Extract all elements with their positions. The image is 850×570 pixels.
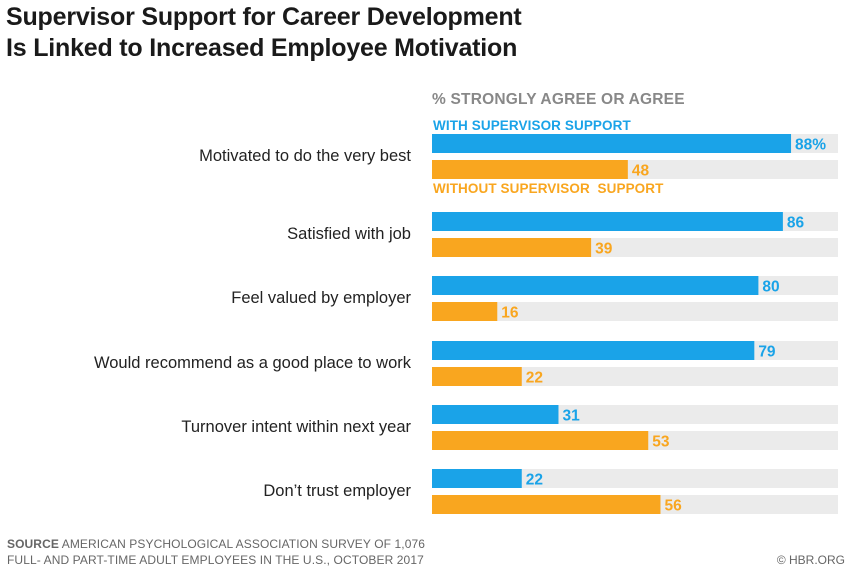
value-label-without: 39	[595, 241, 613, 258]
value-label-with: 86	[787, 215, 805, 232]
bar-without-support	[432, 495, 661, 514]
bar-track	[432, 469, 838, 488]
value-label-with: 80	[762, 279, 779, 296]
series-label-without-support: WITHOUT SUPERVISOR SUPPORT	[433, 181, 664, 196]
value-label-with: 31	[562, 408, 580, 425]
bar-without-support	[432, 238, 592, 257]
category-label: Would recommend as a good place to work	[94, 354, 412, 372]
bar-without-support	[432, 431, 649, 450]
chart-title: Supervisor Support for Career Developmen…	[6, 2, 522, 64]
bar-with-support	[432, 134, 792, 153]
bar-with-support	[432, 212, 783, 231]
chart-title-line-1: Supervisor Support for Career Developmen…	[6, 3, 522, 31]
category-label: Satisfied with job	[287, 225, 411, 243]
category-label: Don’t trust employer	[263, 482, 411, 500]
bar-track	[432, 302, 838, 321]
credit-hbr: © HBR.ORG	[776, 553, 845, 567]
chart-subtitle: % STRONGLY AGREE OR AGREE	[432, 91, 685, 108]
source-line-2: FULL- AND PART-TIME ADULT EMPLOYEES IN T…	[7, 553, 424, 567]
category-label: Motivated to do the very best	[199, 147, 411, 165]
bar-with-support	[432, 341, 755, 360]
source-note: SOURCE AMERICAN PSYCHOLOGICAL ASSOCIATIO…	[7, 536, 425, 568]
bar-with-support	[432, 469, 522, 488]
value-label-with: 22	[526, 472, 543, 489]
series-label-with-support: WITH SUPERVISOR SUPPORT	[433, 118, 631, 133]
source-key: SOURCE	[7, 537, 59, 551]
bar-chart: % STRONGLY AGREE OR AGREE Motivated to do…	[94, 91, 838, 515]
bar-without-support	[432, 367, 522, 386]
bar-with-support	[432, 405, 559, 424]
value-label-without: 56	[664, 498, 682, 515]
value-label-without: 16	[501, 305, 519, 322]
bar-without-support	[432, 302, 498, 321]
bar-track	[432, 367, 838, 386]
value-label-without: 48	[632, 163, 650, 180]
bar-with-support	[432, 276, 759, 295]
value-label-without: 53	[652, 434, 670, 451]
value-label-without: 22	[526, 370, 543, 387]
category-label: Turnover intent within next year	[181, 418, 411, 436]
chart-title-line-2: Is Linked to Increased Employee Motivati…	[6, 34, 518, 62]
bar-without-support	[432, 160, 628, 179]
category-label: Feel valued by employer	[231, 289, 411, 307]
source-line-1: AMERICAN PSYCHOLOGICAL ASSOCIATION SURVE…	[61, 537, 426, 551]
value-label-with: 88%	[795, 137, 826, 154]
value-label-with: 79	[758, 344, 776, 361]
